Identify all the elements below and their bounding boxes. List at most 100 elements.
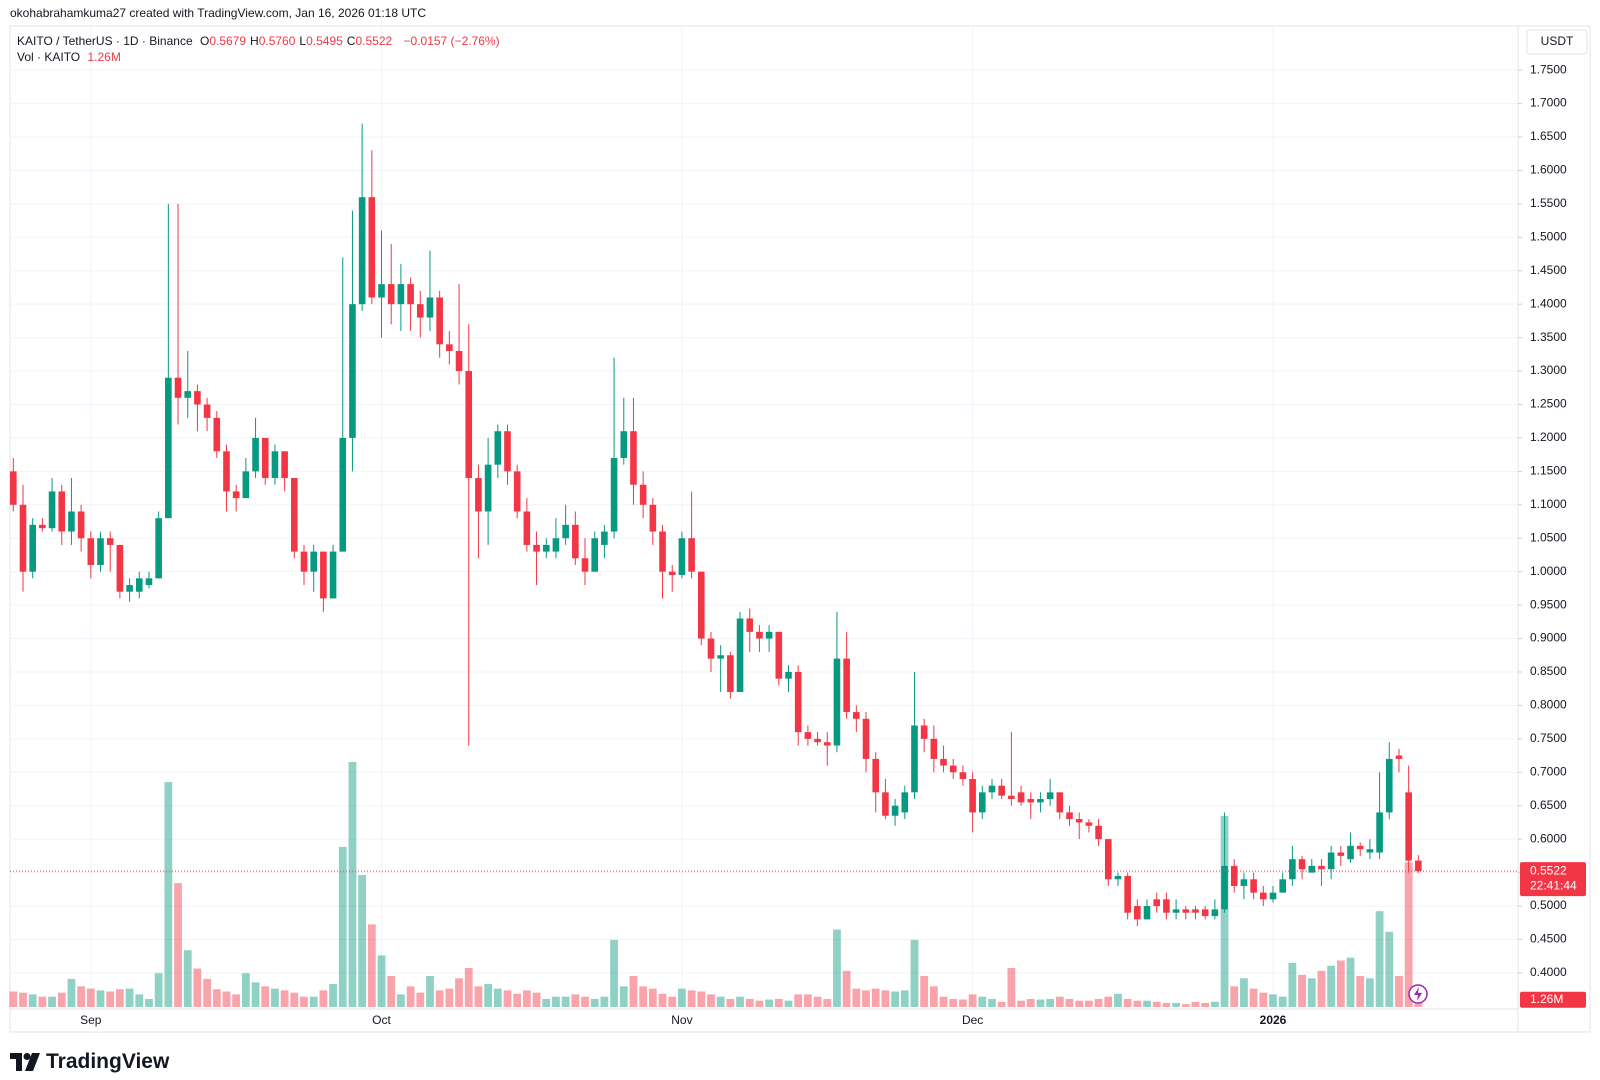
candle-body <box>1405 792 1412 861</box>
candle-body <box>19 504 27 572</box>
candle-body <box>562 524 569 539</box>
volume-bar <box>648 988 657 1007</box>
candle-body <box>1017 792 1025 803</box>
volume-bar <box>1327 965 1336 1007</box>
volume-bar <box>736 996 744 1007</box>
volume-title: Vol · KAITO <box>17 50 81 64</box>
candle-body <box>1356 845 1364 850</box>
y-tick-label: 1.1500 <box>1530 464 1567 478</box>
volume-bars <box>9 762 1423 1007</box>
volume-bar <box>445 988 454 1007</box>
y-tick-label: 1.2500 <box>1530 397 1567 411</box>
volume-bar <box>697 991 706 1007</box>
candle-body <box>659 531 666 572</box>
volume-bar <box>833 929 841 1007</box>
volume-bar <box>842 970 851 1007</box>
candle-body <box>1337 852 1345 856</box>
candle-body <box>68 511 75 532</box>
volume-bar <box>619 986 628 1007</box>
candle-body <box>1289 859 1296 880</box>
y-tick-label: 0.4000 <box>1530 965 1567 979</box>
volume-bar <box>910 939 919 1007</box>
candle-body <box>339 437 347 552</box>
axes: 0.40000.45000.50000.55000.60000.65000.70… <box>10 62 1586 1027</box>
candle-body <box>727 655 734 693</box>
volume-bar <box>319 990 328 1007</box>
volume-bar <box>1395 976 1403 1007</box>
candle-body <box>126 585 133 592</box>
candle-body <box>1124 875 1131 913</box>
volume-bar <box>67 978 76 1007</box>
candle-body <box>1211 909 1219 917</box>
volume-bar <box>755 1000 764 1007</box>
candle-body <box>1075 819 1083 823</box>
volume-bar <box>377 955 386 1007</box>
candle-body <box>465 371 473 479</box>
ohlc-value: 0.5760 <box>258 34 296 48</box>
candle-body <box>707 638 715 659</box>
volume-tag-label: 1.26M <box>1530 992 1563 1006</box>
volume-bar <box>1385 931 1394 1007</box>
volume-bar <box>154 973 163 1007</box>
volume-bar <box>1065 998 1074 1007</box>
candle-body <box>1037 799 1044 803</box>
volume-bar <box>1075 1000 1084 1007</box>
volume-bar <box>48 996 56 1007</box>
currency-box[interactable] <box>1526 29 1588 55</box>
y-tick-label: 1.3000 <box>1530 363 1567 377</box>
candle-body <box>1327 852 1335 870</box>
volume-bar <box>716 996 725 1007</box>
candle-body <box>785 671 792 679</box>
ohlc-value: 0.5495 <box>306 34 343 48</box>
candle-body <box>1046 792 1054 800</box>
volume-bar <box>96 990 105 1007</box>
candle-body <box>649 504 657 532</box>
candle-body <box>542 544 550 552</box>
candle-body <box>368 197 376 298</box>
volume-bar <box>338 846 347 1007</box>
volume-bar <box>174 883 182 1007</box>
candle-body <box>1260 892 1267 900</box>
candle-body <box>1279 879 1286 893</box>
candle-body <box>1163 899 1170 913</box>
volume-bar <box>939 996 948 1007</box>
volume-bar <box>1317 970 1326 1007</box>
candle-body <box>1415 860 1422 872</box>
candle-body <box>1250 879 1257 893</box>
candle-body <box>959 772 967 779</box>
candle-body <box>475 478 482 512</box>
volume-bar <box>503 990 512 1007</box>
candle-body <box>1134 906 1141 920</box>
candle-body <box>979 792 986 813</box>
volume-bar <box>77 986 86 1007</box>
candle-body <box>145 578 153 586</box>
volume-bar <box>1172 1002 1180 1007</box>
volume-bar <box>1366 978 1374 1007</box>
candle-body <box>310 551 317 572</box>
candle-body <box>949 765 957 773</box>
chart-frame <box>9 25 1591 1033</box>
volume-bar <box>203 978 211 1007</box>
candle-body <box>10 471 17 505</box>
candle-body <box>688 538 695 572</box>
volume-bar <box>9 991 18 1007</box>
volume-bar <box>86 988 95 1007</box>
y-tick-label: 1.4000 <box>1530 296 1567 310</box>
volume-bar <box>426 976 434 1007</box>
volume-bar <box>1026 998 1035 1007</box>
volume-bar <box>135 994 144 1007</box>
volume-bar <box>997 1001 1006 1007</box>
volume-bar <box>309 996 318 1007</box>
volume-bar <box>348 762 357 1007</box>
volume-bar <box>658 993 667 1007</box>
volume-bar <box>803 994 812 1007</box>
volume-bar <box>726 998 735 1007</box>
candle-body <box>29 524 36 572</box>
candle-body <box>242 471 250 499</box>
volume-bar <box>959 999 967 1007</box>
y-tick-label: 0.8000 <box>1530 698 1567 712</box>
volume-bar <box>271 988 279 1007</box>
volume-bar <box>106 991 115 1007</box>
candle-body <box>387 284 395 305</box>
